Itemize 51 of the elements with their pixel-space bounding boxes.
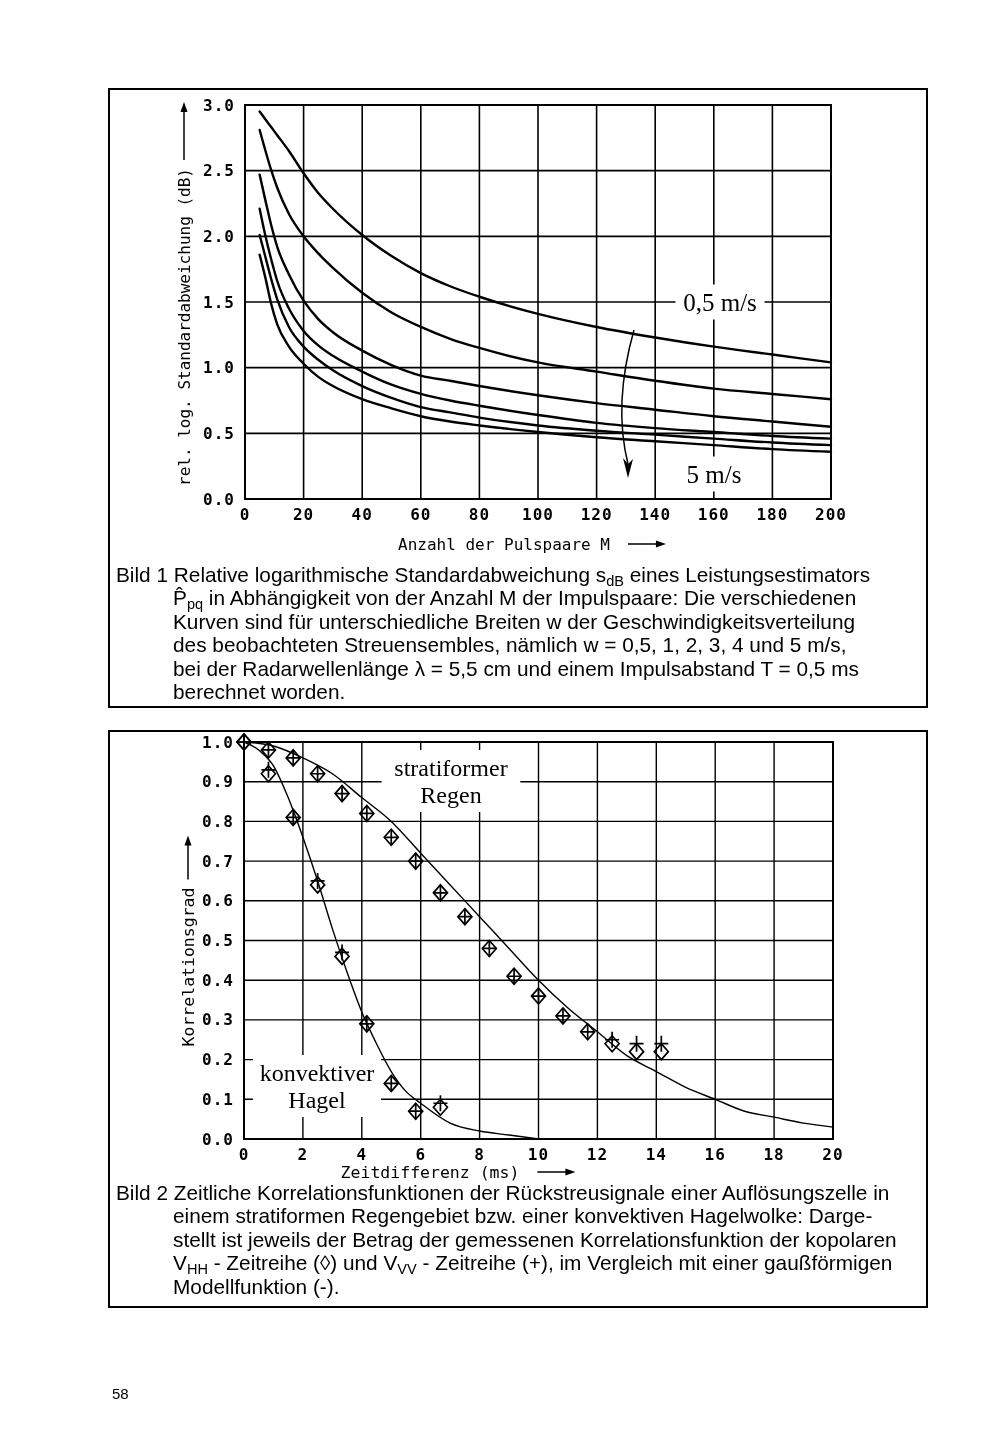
y-tick-label: 0.8 <box>202 811 234 831</box>
y-tick-label: 1.5 <box>203 292 235 312</box>
x-tick-label: 18 <box>763 1144 785 1164</box>
y-tick-label: 1.0 <box>203 358 235 378</box>
x-tick-label: 180 <box>756 504 789 524</box>
y-tick-label: 0.2 <box>202 1050 234 1070</box>
y-axis-title: rel. log. Standardabweichung (dB) <box>174 168 194 486</box>
x-axis-title: Zeitdifferenz (ms) <box>340 1162 520 1182</box>
x-tick-label: 100 <box>522 504 554 524</box>
x-tick-label: 16 <box>704 1144 726 1164</box>
x-tick-label: 4 <box>356 1144 368 1164</box>
y-tick-label: 0.9 <box>202 772 234 792</box>
x-tick-label: 160 <box>697 504 730 524</box>
y-tick-label: 1.0 <box>202 732 234 752</box>
y-tick-label: 3.0 <box>203 95 235 115</box>
x-tick-label: 8 <box>474 1144 485 1164</box>
y-tick-label: 0.6 <box>202 891 234 911</box>
x-tick-label: 20 <box>292 504 315 524</box>
x-tick-label: 60 <box>410 504 432 524</box>
y-axis-title: Korrelationsgrad <box>178 887 198 1047</box>
x-tick-label: 200 <box>815 504 847 524</box>
x-tick-label: 2 <box>297 1144 309 1164</box>
x-tick-label: 20 <box>822 1144 844 1164</box>
x-axis-title: Anzahl der Pulspaare M <box>398 534 610 554</box>
y-tick-label: 2.0 <box>203 226 235 246</box>
x-tick-label: 12 <box>586 1144 609 1164</box>
y-tick-label: 2.5 <box>203 161 235 181</box>
text: 58 <box>112 1385 129 1402</box>
y-tick-label: 0.0 <box>203 489 235 509</box>
text: Bild 2 Zeitliche Korrelationsfunktionen der Rückstreusignale einer Auflösungszelle in einem stratiformen Regengebiet bzw. einer konvektiven Hagelwolke: Darge- stellt ist jeweils der Betrag der gemessenen Korrelationsfunktion der kopolaren V$_{HH}$ - Zeitreihe (◊) und V$_{VV}$ - Zeitreihe (+), im Vergleich mit einer gaußförmigen Modellfunktion (-). <box>116 1181 897 1298</box>
x-tick-label: 6 <box>415 1144 427 1164</box>
x-tick-label: 120 <box>580 504 613 524</box>
y-tick-label: 0.7 <box>202 851 234 871</box>
x-tick-label: 14 <box>645 1144 667 1164</box>
annotation: stratiformer Regen <box>394 754 508 808</box>
x-tick-label: 140 <box>639 504 672 524</box>
x-tick-label: 80 <box>468 504 491 524</box>
x-tick-label: 0 <box>238 1144 250 1164</box>
x-tick-label: 0 <box>239 504 251 524</box>
annotation: 5 m/s <box>686 460 742 488</box>
x-tick-label: 40 <box>351 504 373 524</box>
x-tick-label: 10 <box>527 1144 550 1164</box>
y-tick-label: 0.5 <box>203 423 235 443</box>
y-tick-label: 0.1 <box>202 1089 234 1109</box>
y-tick-label: 0.0 <box>202 1129 234 1149</box>
y-tick-label: 0.4 <box>202 970 234 990</box>
annotation: 0,5 m/s <box>683 288 757 316</box>
y-tick-label: 0.3 <box>202 1010 234 1030</box>
annotation: konvektiver Hagel <box>259 1059 375 1113</box>
y-tick-label: 0.5 <box>202 931 234 950</box>
text: Bild 1 Relative logarithmische Standardabweichung s$_{dB}$ eines Leistungsestimators P̂$_{pq}$ in Abhängigkeit von der Anzahl M der Impulspaare: Die verschiedenen Kurven sind für unterschiedliche Breiten w der Geschwindigkeitsverteilung des beobachteten Streuensembles, nämlich w = 0,5, 1, 2, 3, 4 und 5 m/s, bei der Radarwellenlänge λ = 5,5 cm und einem Impulsabstand T = 0,5 ms berechnet worden. <box>116 563 871 704</box>
